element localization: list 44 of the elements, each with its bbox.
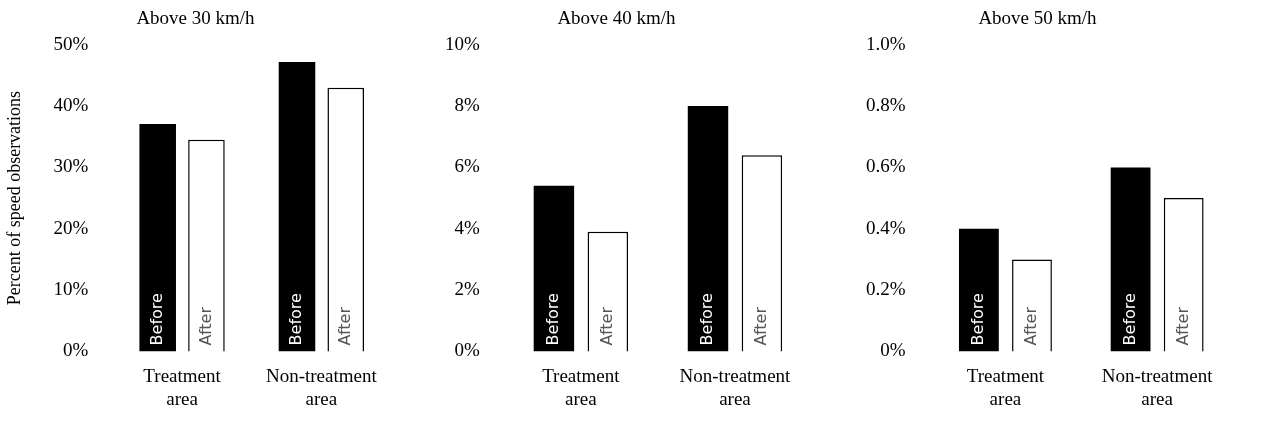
x-tick-label: Non-treatment area bbox=[679, 364, 792, 409]
series-label: After bbox=[596, 306, 616, 346]
series-label: Before bbox=[543, 293, 563, 346]
y-tick-label: 0% bbox=[454, 339, 480, 361]
series-label: After bbox=[195, 306, 215, 346]
y-tick-label: 8% bbox=[454, 94, 480, 116]
y-tick-label: 10% bbox=[445, 32, 480, 54]
y-tick-label: 0.2% bbox=[866, 278, 906, 300]
y-tick-label: 0.4% bbox=[866, 216, 906, 238]
y-tick-label: 6% bbox=[454, 155, 480, 177]
x-tick-label: Treatment area bbox=[542, 364, 621, 409]
series-label: Before bbox=[968, 293, 988, 346]
series-label: Before bbox=[146, 293, 166, 346]
y-axis-title: Percent of speed observations bbox=[3, 90, 24, 306]
y-tick-label: 2% bbox=[454, 278, 480, 300]
y-tick-label: 20% bbox=[53, 216, 89, 238]
text: Before bbox=[1119, 293, 1139, 346]
chart-title: Above 50 km/h bbox=[978, 7, 1098, 29]
y-tick-label: 1.0% bbox=[866, 32, 906, 54]
bar bbox=[687, 106, 729, 352]
x-tick-label: Non-treatment area bbox=[265, 364, 378, 409]
bar bbox=[1110, 167, 1151, 352]
y-tick-label: 0% bbox=[63, 339, 89, 361]
chart-title: Above 30 km/h bbox=[136, 7, 256, 29]
y-tick-label: 10% bbox=[53, 278, 89, 300]
y-tick-label: 0.8% bbox=[866, 94, 906, 116]
y-tick-label: 4% bbox=[454, 216, 480, 238]
x-tick-label: Treatment area bbox=[966, 364, 1045, 409]
x-tick-label: Non-treatment area bbox=[1101, 364, 1214, 409]
text: After bbox=[334, 306, 354, 346]
text: Before bbox=[697, 293, 717, 346]
y-tick-label: 40% bbox=[53, 94, 89, 116]
series-label: After bbox=[1021, 306, 1041, 346]
chart-title: Above 40 km/h bbox=[557, 7, 677, 29]
x-tick-label: Treatment area bbox=[143, 364, 222, 409]
y-tick-label: 50% bbox=[53, 32, 89, 54]
bar bbox=[958, 228, 999, 352]
text: After bbox=[751, 306, 771, 346]
text: After bbox=[1172, 306, 1192, 346]
y-tick-label: 0% bbox=[880, 339, 906, 361]
y-tick-label: 30% bbox=[53, 155, 89, 177]
y-tick-label: 0.6% bbox=[866, 155, 906, 177]
bar bbox=[533, 185, 575, 352]
text: Before bbox=[286, 293, 306, 346]
